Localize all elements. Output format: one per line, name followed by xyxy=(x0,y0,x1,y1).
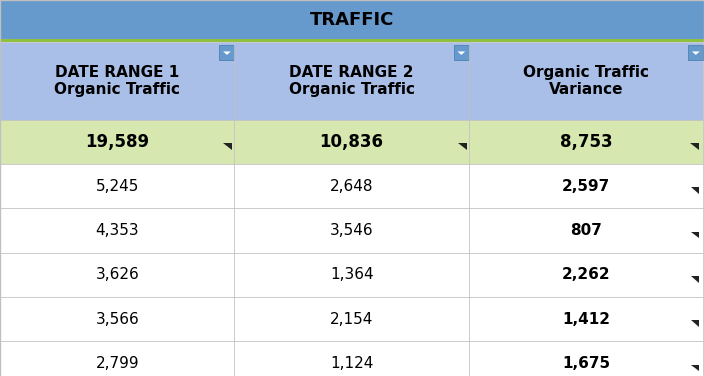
Polygon shape xyxy=(223,143,232,150)
Bar xyxy=(469,164,703,208)
Text: 2,648: 2,648 xyxy=(330,179,373,194)
Text: 1,124: 1,124 xyxy=(330,356,373,371)
Bar xyxy=(0,120,234,164)
Polygon shape xyxy=(692,52,700,55)
Bar xyxy=(0,39,704,42)
FancyBboxPatch shape xyxy=(220,45,234,61)
Bar xyxy=(234,208,469,253)
Polygon shape xyxy=(690,143,699,150)
Text: 2,262: 2,262 xyxy=(562,267,610,282)
Text: DATE RANGE 1
Organic Traffic: DATE RANGE 1 Organic Traffic xyxy=(54,65,180,97)
Text: 19,589: 19,589 xyxy=(85,133,149,151)
Bar xyxy=(0,253,234,297)
FancyBboxPatch shape xyxy=(454,45,469,61)
Bar xyxy=(0,0,704,39)
Bar xyxy=(234,341,469,376)
Text: 1,675: 1,675 xyxy=(562,356,610,371)
Bar xyxy=(469,208,703,253)
Bar xyxy=(234,297,469,341)
Text: 2,597: 2,597 xyxy=(562,179,610,194)
Bar xyxy=(0,208,234,253)
Polygon shape xyxy=(458,52,465,55)
Text: 2,799: 2,799 xyxy=(96,356,139,371)
Text: 3,626: 3,626 xyxy=(95,267,139,282)
FancyBboxPatch shape xyxy=(689,45,703,61)
Bar xyxy=(469,253,703,297)
Bar xyxy=(469,297,703,341)
Text: 1,412: 1,412 xyxy=(562,312,610,327)
Polygon shape xyxy=(691,187,699,194)
Polygon shape xyxy=(223,52,231,55)
Text: 5,245: 5,245 xyxy=(96,179,139,194)
Bar xyxy=(0,297,234,341)
Text: 807: 807 xyxy=(570,223,602,238)
Polygon shape xyxy=(458,143,467,150)
Text: 4,353: 4,353 xyxy=(96,223,139,238)
Bar xyxy=(0,42,234,120)
Bar xyxy=(234,42,469,120)
Text: 1,364: 1,364 xyxy=(330,267,373,282)
Text: DATE RANGE 2
Organic Traffic: DATE RANGE 2 Organic Traffic xyxy=(289,65,415,97)
Text: Organic Traffic
Variance: Organic Traffic Variance xyxy=(523,65,649,97)
Text: TRAFFIC: TRAFFIC xyxy=(310,11,394,29)
Bar xyxy=(469,341,703,376)
Bar xyxy=(234,164,469,208)
Text: 3,566: 3,566 xyxy=(95,312,139,327)
Bar xyxy=(469,42,703,120)
Polygon shape xyxy=(691,320,699,327)
Polygon shape xyxy=(691,232,699,238)
Bar xyxy=(0,341,234,376)
Bar xyxy=(469,120,703,164)
Text: 3,546: 3,546 xyxy=(330,223,373,238)
Polygon shape xyxy=(691,276,699,283)
Bar xyxy=(0,164,234,208)
Text: 8,753: 8,753 xyxy=(560,133,612,151)
Text: 2,154: 2,154 xyxy=(330,312,373,327)
Bar xyxy=(234,120,469,164)
Text: 10,836: 10,836 xyxy=(320,133,384,151)
Bar xyxy=(234,253,469,297)
Polygon shape xyxy=(691,365,699,371)
